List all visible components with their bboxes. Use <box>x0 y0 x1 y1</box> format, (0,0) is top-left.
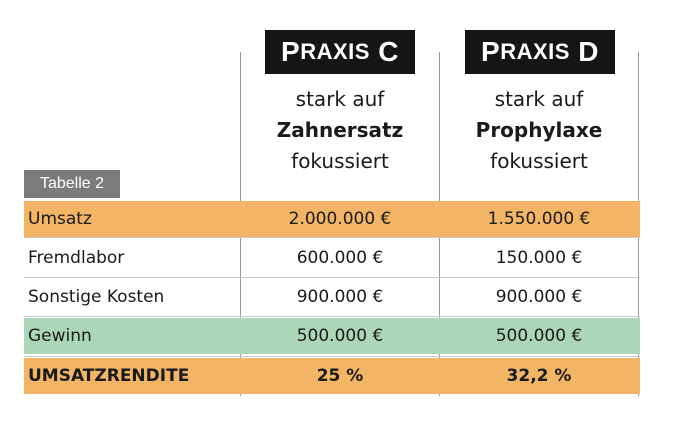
row-label-umsatz: Umsatz <box>28 209 92 229</box>
cell-umsatzrendite-d: 32,2 % <box>506 366 572 386</box>
row-separator <box>24 277 640 278</box>
row-label-fremdlabor: Fremdlabor <box>28 248 125 268</box>
table-label: Tabelle 2 <box>24 170 120 198</box>
praxis-d-desc-line2: Prophylaxe <box>475 118 603 142</box>
row-label-sonstige-kosten: Sonstige Kosten <box>28 287 165 307</box>
praxis-d-desc-line1: stark auf <box>494 87 584 111</box>
cell-gewinn-c: 500.000 € <box>296 326 384 346</box>
praxis-d-title-rest: RAXIS <box>500 39 570 64</box>
row-label-umsatzrendite: UMSATZRENDITE <box>28 366 190 386</box>
praxis-d-title-letter: D <box>578 36 599 67</box>
cell-fremdlabor-c: 600.000 € <box>296 248 384 268</box>
praxis-c-desc-line3: fokussiert <box>291 149 389 173</box>
praxis-c-desc-line1: stark auf <box>295 87 385 111</box>
cell-sonstige-kosten-c: 900.000 € <box>296 287 384 307</box>
cell-umsatz-c: 2.000.000 € <box>288 209 392 229</box>
cell-sonstige-kosten-d: 900.000 € <box>495 287 583 307</box>
cell-umsatzrendite-c: 25 % <box>316 366 364 386</box>
cell-gewinn-d: 500.000 € <box>495 326 583 346</box>
praxis-d-desc-line3: fokussiert <box>490 149 588 173</box>
row-umsatz-band <box>24 201 640 237</box>
praxis-d-header: P RAXIS D <box>465 30 615 74</box>
row-gewinn-band <box>24 318 640 354</box>
praxis-c-title-letter: C <box>378 36 399 67</box>
cell-fremdlabor-d: 150.000 € <box>495 248 583 268</box>
row-separator <box>24 356 640 357</box>
praxis-c-description: stark auf Zahnersatz fokussiert <box>241 84 439 177</box>
praxis-d-description: stark auf Prophylaxe fokussiert <box>440 84 638 177</box>
praxis-c-header: P RAXIS C <box>265 30 415 74</box>
praxis-c-desc-line2: Zahnersatz <box>276 118 404 142</box>
row-separator <box>24 237 640 238</box>
row-umsatzrendite-band <box>24 358 640 394</box>
praxis-c-title-rest: RAXIS <box>300 39 370 64</box>
cell-umsatz-d: 1.550.000 € <box>487 209 591 229</box>
row-separator <box>24 316 640 317</box>
praxis-c-title-first: P <box>281 36 301 67</box>
praxis-d-title-first: P <box>481 36 501 67</box>
row-label-gewinn: Gewinn <box>28 326 92 346</box>
